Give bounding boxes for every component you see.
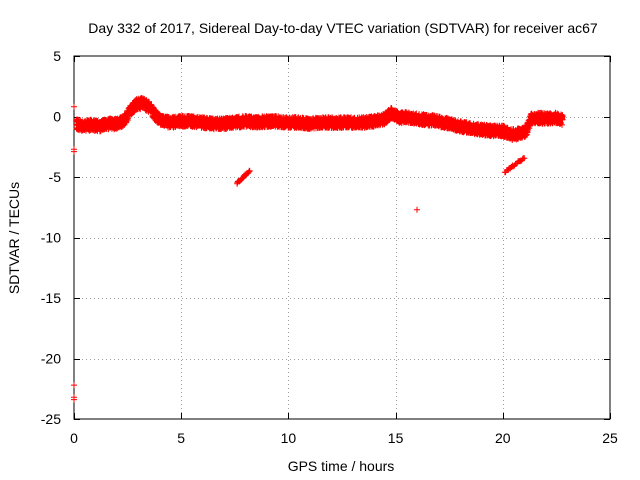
y-tick-label: -25 (41, 411, 61, 427)
x-tick-label: 10 (281, 430, 297, 446)
plot-frame (73, 55, 611, 420)
y-tick-label: 0 (53, 109, 61, 125)
y-tick-label: 5 (53, 48, 61, 64)
y-tick-label: -10 (41, 230, 61, 246)
data-points (71, 95, 566, 403)
y-tick-label: -20 (41, 351, 61, 367)
x-tick-label: 25 (602, 430, 618, 446)
x-tick-label: 20 (495, 430, 511, 446)
y-axis-label: SDTVAR / TECUs (6, 182, 22, 294)
tick-labels: 0 5 10 15 20 25 -25 -20 -15 -10 -5 0 5 (41, 48, 618, 446)
y-tick-label: -15 (41, 290, 61, 306)
x-tick-label: 0 (70, 430, 78, 446)
x-tick-label: 15 (388, 430, 404, 446)
x-tick-label: 5 (177, 430, 185, 446)
y-tick-label: -5 (49, 169, 62, 185)
data-point (71, 382, 77, 389)
x-axis-label: GPS time / hours (288, 458, 395, 474)
data-point (71, 103, 77, 110)
axis-ticks (74, 56, 611, 420)
data-point (414, 206, 420, 213)
chart-title: Day 332 of 2017, Sidereal Day-to-day VTE… (88, 20, 598, 36)
